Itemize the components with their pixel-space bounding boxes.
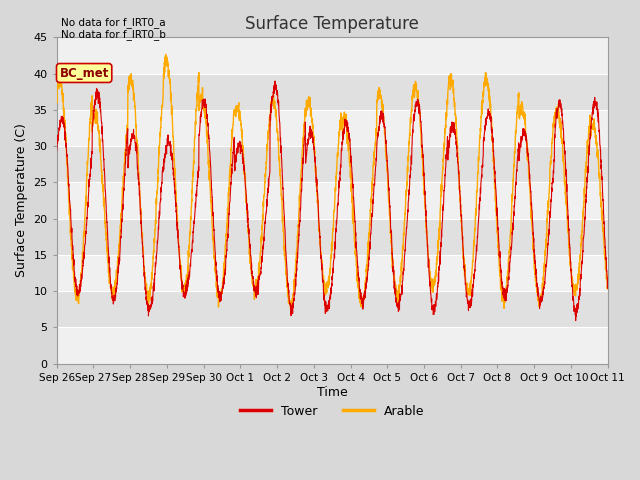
Bar xyxy=(57,291,608,327)
Text: BC_met: BC_met xyxy=(60,67,109,80)
Bar xyxy=(57,73,608,110)
Title: Surface Temperature: Surface Temperature xyxy=(245,15,419,33)
Text: No data for f_IRT0_a
No data for f_IRT0_b: No data for f_IRT0_a No data for f_IRT0_… xyxy=(61,17,166,40)
Bar xyxy=(57,110,608,146)
Bar xyxy=(57,146,608,182)
Bar xyxy=(57,255,608,291)
Bar xyxy=(57,37,608,73)
Legend: Tower, Arable: Tower, Arable xyxy=(235,400,429,423)
X-axis label: Time: Time xyxy=(317,385,348,398)
Bar xyxy=(57,182,608,219)
Y-axis label: Surface Temperature (C): Surface Temperature (C) xyxy=(15,123,28,277)
Bar xyxy=(57,219,608,255)
Bar xyxy=(57,327,608,364)
